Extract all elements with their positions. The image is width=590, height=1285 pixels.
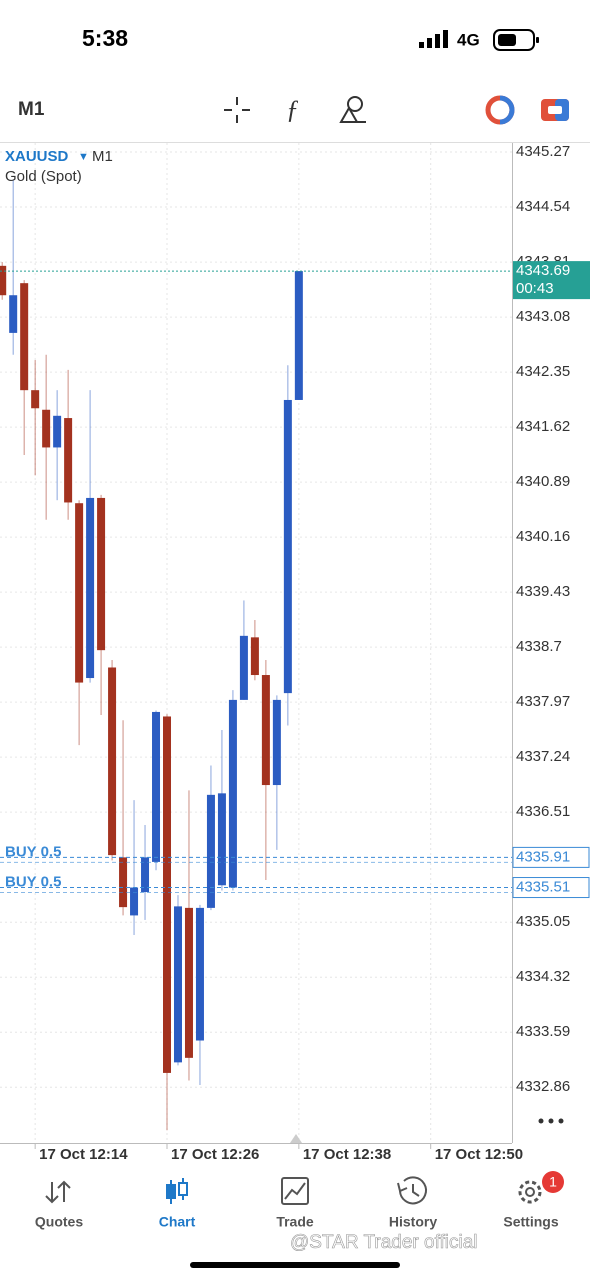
status-time: 5:38 bbox=[82, 25, 128, 51]
crosshair-button[interactable] bbox=[224, 97, 250, 123]
shift-marker[interactable] bbox=[290, 1134, 302, 1143]
price-label: 4336.51 bbox=[516, 803, 570, 820]
candle-body bbox=[108, 667, 117, 856]
candle-body bbox=[217, 793, 226, 886]
chart bbox=[0, 143, 512, 1143]
candle-body bbox=[141, 857, 150, 893]
trade-icon[interactable] bbox=[281, 1177, 309, 1205]
symbol-dropdown[interactable]: ▼ bbox=[78, 151, 89, 163]
time-label: 17 Oct 12:38 bbox=[303, 1146, 391, 1163]
candle-body bbox=[152, 711, 161, 862]
home-indicator bbox=[190, 1262, 400, 1268]
settings-icon[interactable] bbox=[518, 1180, 542, 1204]
price-label: 4342.35 bbox=[516, 363, 570, 380]
price-label: 4345.27 bbox=[516, 143, 570, 160]
candle-body bbox=[64, 418, 73, 503]
candle-body bbox=[283, 399, 292, 694]
candle-body bbox=[173, 906, 182, 1063]
chart-timeframe: M1 bbox=[92, 148, 113, 165]
price-label: 4340.16 bbox=[516, 528, 570, 545]
indicators-button[interactable]: ƒ bbox=[286, 95, 299, 124]
price-label: 4341.62 bbox=[516, 418, 570, 435]
price-label: 4338.7 bbox=[516, 638, 562, 655]
order-price: 4335.91 bbox=[516, 848, 570, 865]
objects-button[interactable] bbox=[339, 96, 366, 123]
more-button[interactable] bbox=[538, 1118, 564, 1124]
candle-body bbox=[184, 907, 193, 1058]
order-label[interactable]: BUY 0.5 bbox=[5, 843, 61, 860]
price-label: 4333.59 bbox=[516, 1023, 570, 1040]
candle-body bbox=[9, 295, 18, 333]
candle-body bbox=[272, 699, 281, 786]
price-label: 4339.43 bbox=[516, 583, 570, 600]
tab-label[interactable]: Chart bbox=[159, 1214, 196, 1230]
time-label: 17 Oct 12:50 bbox=[435, 1146, 523, 1163]
candle-body bbox=[86, 497, 95, 679]
badge bbox=[542, 1171, 564, 1193]
price-label: 4337.97 bbox=[516, 693, 570, 710]
candle-body bbox=[163, 716, 172, 1073]
candle-body bbox=[31, 390, 40, 409]
quotes-icon[interactable] bbox=[45, 1180, 71, 1204]
price-label: 4337.24 bbox=[516, 748, 570, 765]
candle-body bbox=[97, 497, 106, 651]
timeframe-button[interactable]: M1 bbox=[18, 99, 45, 120]
candle-body bbox=[130, 887, 139, 916]
battery-icon bbox=[493, 29, 539, 51]
candle-body bbox=[239, 635, 248, 700]
one-click-trading-button[interactable] bbox=[485, 95, 515, 125]
tab-bar: Quotes Chart Trade History Settings 1 bbox=[35, 1171, 564, 1230]
price-label: 4335.05 bbox=[516, 913, 570, 930]
tab-label[interactable]: Quotes bbox=[35, 1214, 83, 1230]
history-icon[interactable] bbox=[397, 1176, 427, 1205]
candle-body bbox=[42, 409, 51, 448]
candle-body bbox=[206, 794, 215, 908]
price-label: 4332.86 bbox=[516, 1078, 570, 1095]
time-label: 17 Oct 12:26 bbox=[171, 1146, 259, 1163]
tab-label[interactable]: Settings bbox=[503, 1214, 558, 1230]
candle-body bbox=[261, 675, 270, 786]
last-price-box bbox=[513, 261, 590, 300]
price-label: 4344.54 bbox=[516, 198, 570, 215]
candle-body bbox=[53, 415, 62, 448]
signal-icon bbox=[419, 30, 448, 48]
trade-button[interactable] bbox=[541, 99, 569, 121]
network: 4G bbox=[457, 30, 480, 49]
candle-body bbox=[119, 857, 128, 908]
candle-body bbox=[294, 271, 303, 400]
badge-count: 1 bbox=[549, 1174, 557, 1190]
candle-body bbox=[195, 907, 204, 1041]
order-label[interactable]: BUY 0.5 bbox=[5, 874, 61, 891]
symbol-description: Gold (Spot) bbox=[5, 168, 82, 185]
price-label: 4340.89 bbox=[516, 473, 570, 490]
order-price: 4335.51 bbox=[516, 879, 570, 896]
order-price-box bbox=[512, 846, 590, 868]
bar-countdown: 00:43 bbox=[516, 280, 554, 297]
last-price: 4343.69 bbox=[516, 262, 570, 279]
price-label: 4343.08 bbox=[516, 308, 570, 325]
candle-body bbox=[75, 503, 84, 683]
candle-body bbox=[228, 699, 237, 888]
candle-body bbox=[0, 265, 7, 296]
candle-body bbox=[250, 637, 259, 676]
watermark: @STAR Trader official bbox=[290, 1232, 478, 1253]
tab-label[interactable]: Trade bbox=[276, 1214, 314, 1230]
order-price-box bbox=[512, 877, 590, 899]
price-label: 4334.32 bbox=[516, 968, 570, 985]
time-label: 17 Oct 12:14 bbox=[39, 1146, 128, 1163]
tab-label[interactable]: History bbox=[389, 1214, 437, 1230]
candle-body bbox=[20, 283, 29, 391]
chart-icon[interactable] bbox=[166, 1178, 188, 1204]
symbol[interactable]: XAUUSD bbox=[5, 148, 69, 165]
